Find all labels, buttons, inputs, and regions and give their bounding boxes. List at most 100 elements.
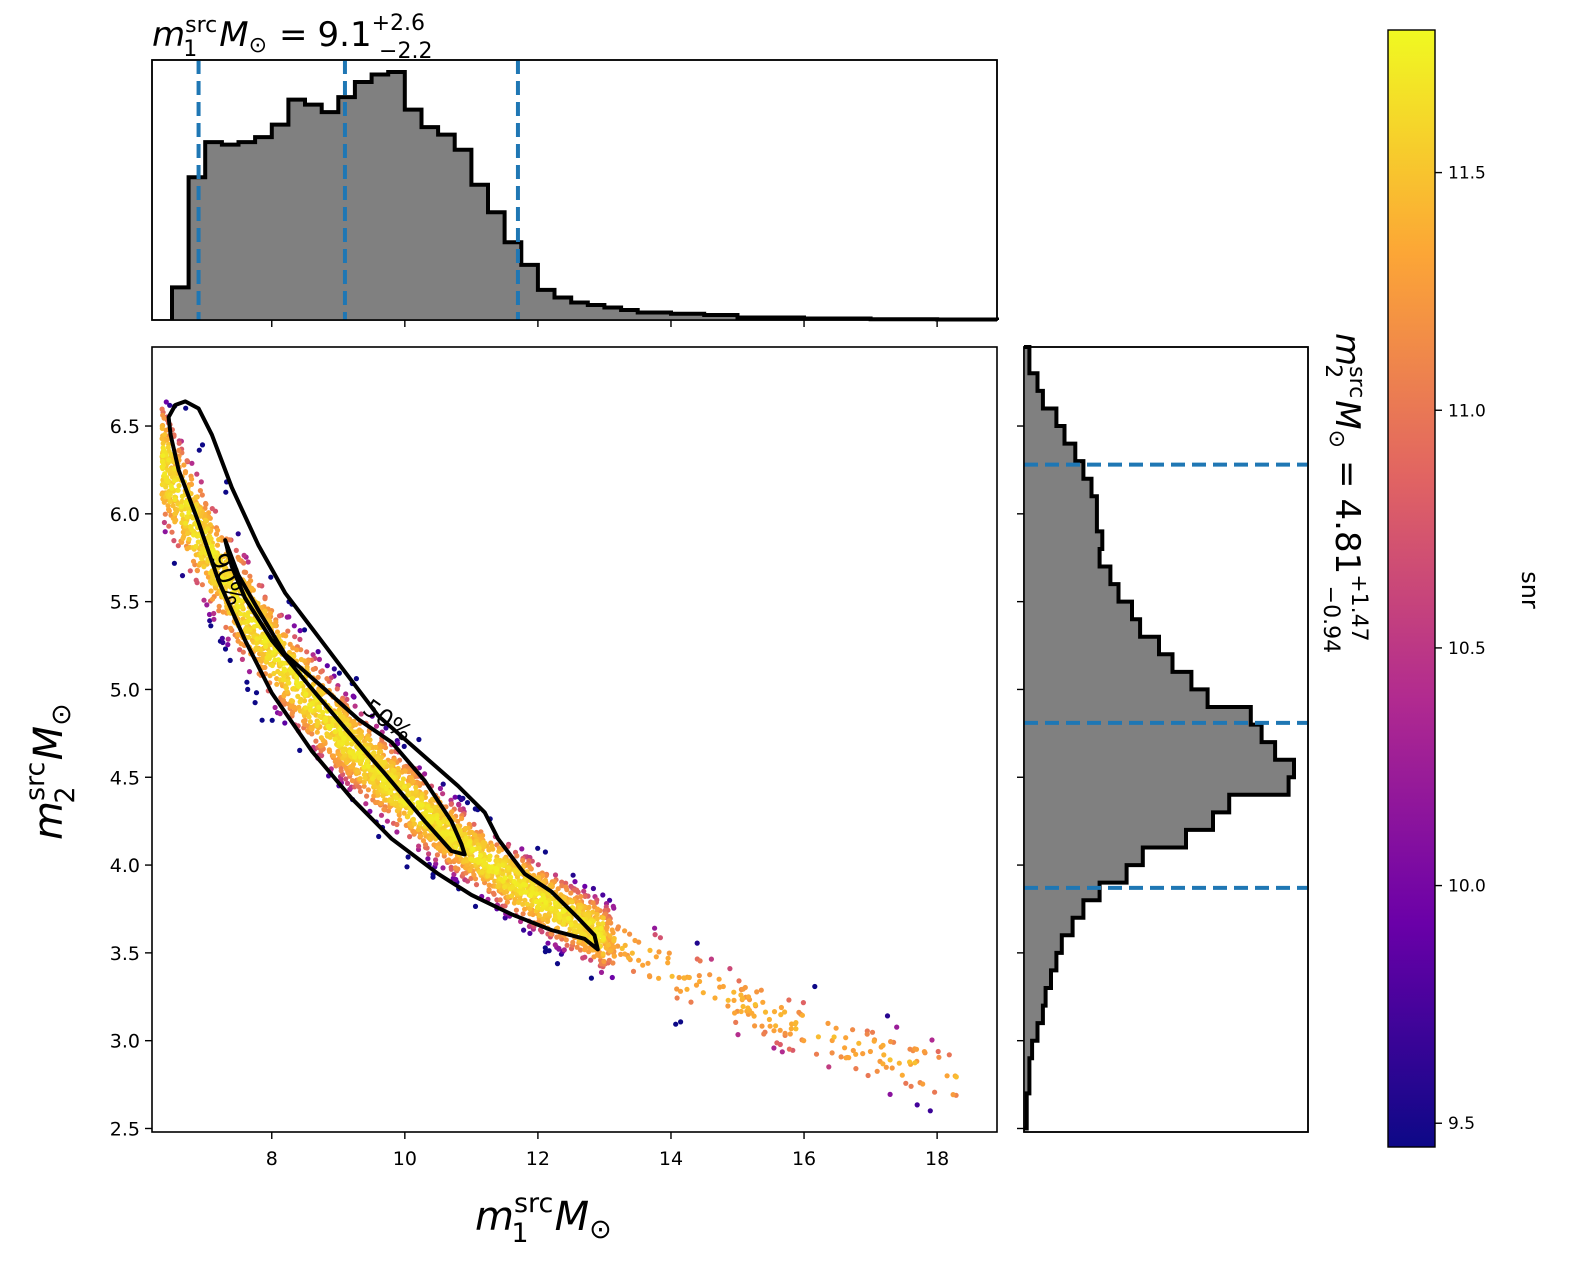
scatter-point — [777, 1027, 783, 1033]
scatter-point — [276, 633, 282, 639]
scatter-point — [307, 702, 313, 708]
scatter-point — [813, 1051, 820, 1057]
scatter-point — [676, 974, 682, 981]
scatter-point — [269, 717, 275, 723]
scatter-point — [215, 527, 221, 533]
scatter-point — [598, 969, 605, 976]
scatter-point — [582, 893, 588, 900]
scatter-point — [419, 802, 425, 808]
scatter-point — [487, 853, 493, 859]
scatter-point — [324, 676, 330, 682]
scatter-point — [189, 527, 195, 533]
scatter-point — [856, 1040, 862, 1046]
scatter-point — [247, 573, 253, 579]
scatter-point — [364, 736, 370, 742]
scatter-point — [275, 657, 282, 663]
scatter-point — [400, 776, 406, 782]
scatter-point — [684, 986, 690, 992]
scatter-point — [269, 662, 275, 669]
scatter-point — [594, 916, 600, 922]
scatter-point — [292, 634, 298, 640]
scatter-point — [476, 845, 482, 852]
scatter-point — [168, 452, 174, 458]
scatter-point — [402, 784, 408, 790]
scatter-point — [233, 547, 239, 554]
scatter-point — [281, 660, 287, 666]
scatter-point — [187, 568, 193, 574]
scatter-point — [594, 906, 601, 912]
scatter-point — [466, 840, 472, 846]
scatter-point — [527, 893, 533, 899]
scatter-point — [197, 560, 203, 566]
scatter-point — [419, 795, 425, 801]
scatter-point — [677, 988, 684, 994]
scatter-point — [391, 775, 397, 781]
y-tick-label: 4.5 — [110, 767, 140, 789]
scatter-point — [223, 489, 229, 495]
scatter-point — [194, 471, 200, 477]
scatter-point — [388, 789, 394, 796]
x-tick-label: 12 — [526, 1148, 550, 1170]
scatter-point — [184, 458, 190, 464]
scatter-point — [920, 1081, 926, 1087]
scatter-point — [899, 1072, 905, 1078]
scatter-point — [217, 557, 223, 564]
scatter-point — [577, 905, 583, 911]
scatter-point — [537, 927, 544, 933]
scatter-point — [170, 503, 176, 509]
scatter-point — [361, 779, 367, 785]
m1-histogram-fill — [172, 72, 997, 320]
scatter-point — [736, 978, 742, 984]
scatter-point — [542, 912, 548, 919]
scatter-point — [289, 711, 295, 717]
scatter-point — [245, 613, 251, 619]
scatter-point — [324, 663, 330, 669]
scatter-point — [611, 937, 617, 944]
scatter-point — [163, 399, 169, 405]
scatter-point — [289, 703, 295, 710]
scatter-point — [600, 951, 606, 957]
scatter-point — [700, 990, 706, 996]
scatter-point — [865, 1072, 871, 1079]
m2-histogram-fill — [1024, 347, 1294, 1129]
scatter-point — [318, 669, 324, 675]
scatter-point — [656, 975, 662, 981]
scatter-point — [733, 1019, 739, 1025]
scatter-point — [594, 952, 600, 958]
scatter-point — [333, 757, 339, 763]
scatter-point — [520, 857, 526, 864]
scatter-point — [884, 1013, 891, 1019]
scatter-point — [568, 899, 575, 905]
scatter-point — [291, 685, 297, 692]
scatter-point — [281, 693, 287, 699]
scatter-point — [199, 442, 206, 448]
scatter-point — [308, 707, 314, 713]
scatter-point — [344, 717, 350, 723]
scatter-point — [222, 646, 229, 652]
scatter-point — [800, 1000, 807, 1006]
scatter-point — [538, 897, 544, 903]
x-tick-label: 8 — [266, 1148, 278, 1170]
scatter-point — [174, 507, 180, 513]
scatter-point — [375, 755, 381, 761]
scatter-point — [350, 693, 356, 699]
scatter-point — [468, 856, 474, 862]
scatter-point — [260, 655, 266, 661]
scatter-point — [365, 787, 371, 793]
scatter-point — [315, 649, 321, 655]
y-tick-label: 5.0 — [110, 679, 140, 701]
scatter-point — [249, 617, 255, 623]
y-tick-label: 6.0 — [110, 504, 140, 526]
scatter-point — [471, 872, 477, 878]
scatter-point — [812, 983, 818, 990]
scatter-point — [304, 649, 310, 655]
scatter-point — [727, 966, 733, 972]
scatter-point — [416, 736, 422, 743]
scatter-point — [159, 406, 165, 412]
scatter-point — [284, 614, 290, 620]
colorbar-ticks: 9.5 10.0 10.5 11.0 11.5 — [1435, 164, 1486, 1134]
scatter-point — [600, 921, 606, 927]
scatter-point — [291, 653, 297, 659]
scatter-point — [169, 485, 175, 491]
scatter-point — [674, 995, 680, 1001]
